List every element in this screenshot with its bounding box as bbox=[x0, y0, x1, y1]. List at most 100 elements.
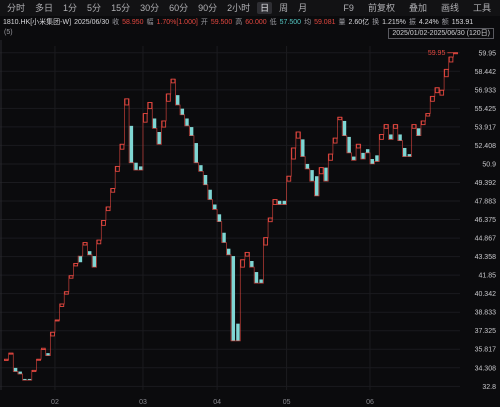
tools-button[interactable]: 工具 bbox=[472, 3, 491, 13]
tab-15min[interactable]: 15分 bbox=[111, 3, 131, 13]
tab-30min[interactable]: 30分 bbox=[140, 3, 160, 13]
down-box bbox=[314, 176, 319, 196]
up-box bbox=[96, 239, 102, 245]
down-box bbox=[407, 154, 412, 157]
tab-day[interactable]: 日 bbox=[257, 2, 273, 14]
down-box bbox=[416, 128, 421, 136]
open-label: 开 bbox=[200, 19, 208, 26]
up-box bbox=[328, 153, 333, 161]
avg-value: 59.081 bbox=[314, 18, 336, 26]
turnover-label: 换 bbox=[372, 19, 380, 26]
down-box bbox=[138, 166, 143, 171]
up-box bbox=[110, 188, 116, 193]
y-tick-label: 40.342 bbox=[475, 291, 497, 298]
down-box bbox=[176, 95, 180, 105]
tab-2hour[interactable]: 2小时 bbox=[227, 3, 251, 13]
draw-line-button[interactable]: 画线 bbox=[440, 3, 459, 13]
down-box bbox=[301, 139, 305, 157]
overlay-button[interactable]: 叠加 bbox=[408, 3, 427, 13]
down-box bbox=[87, 251, 92, 255]
volume-label: 量 bbox=[338, 19, 346, 26]
quote-bar: 1810.HK[小米集团-W] 2025/06/30 收 58.950 幅 1.70… bbox=[0, 16, 500, 28]
amount-value: 153.91 bbox=[451, 18, 474, 26]
up-box bbox=[420, 120, 426, 126]
tab-intraday[interactable]: 分时 bbox=[7, 3, 26, 13]
price-step-line bbox=[4, 52, 458, 381]
volume-value: 2.60亿 bbox=[348, 19, 370, 26]
up-box bbox=[143, 113, 148, 123]
down-box bbox=[259, 279, 263, 284]
down-box bbox=[250, 261, 254, 268]
down-box bbox=[236, 323, 240, 341]
up-box bbox=[82, 242, 88, 246]
price-chart[interactable]: 32.8 34.308 35.817 37.325 38.833 40.342 41.85 4… bbox=[0, 40, 500, 407]
up-box bbox=[170, 78, 176, 84]
y-tick-label: 37.325 bbox=[475, 328, 497, 335]
up-box bbox=[425, 113, 431, 117]
y-tick-label: 34.308 bbox=[475, 365, 497, 372]
y-tick-label: 44.867 bbox=[475, 236, 497, 243]
x-tick-label: 02 bbox=[51, 399, 59, 406]
up-box bbox=[291, 147, 296, 160]
open-value: 59.500 bbox=[210, 18, 233, 26]
y-tick-label: 35.817 bbox=[475, 347, 497, 354]
down-box bbox=[365, 149, 370, 153]
x-tick-label: 04 bbox=[213, 399, 221, 406]
y-tick-label: 46.375 bbox=[475, 217, 497, 224]
up-box bbox=[124, 98, 130, 106]
down-box bbox=[361, 152, 365, 160]
down-box bbox=[129, 125, 134, 163]
up-box bbox=[240, 259, 245, 268]
y-tick-label: 47.883 bbox=[475, 199, 497, 206]
toolbar-right-group: F9 前复权 叠加 画线 工具 bbox=[332, 0, 494, 16]
down-box bbox=[189, 127, 194, 136]
y-tick-label: 52.408 bbox=[475, 143, 497, 150]
max-price-label: 59.95 bbox=[428, 50, 446, 57]
price-chart-svg: 32.8 34.308 35.817 37.325 38.833 40.342 41.85 4… bbox=[0, 40, 497, 406]
down-box bbox=[23, 378, 27, 381]
tab-multi-day[interactable]: 多日 bbox=[35, 3, 54, 13]
period-toolbar: 分时 多日 1分 5分 15分 30分 60分 90分 2小时 日 周 月 F9… bbox=[0, 0, 500, 16]
up-box bbox=[430, 95, 435, 102]
up-box bbox=[439, 89, 445, 96]
tab-week[interactable]: 周 bbox=[279, 3, 289, 13]
down-box bbox=[92, 256, 97, 268]
quote-date: 2025/06/30 bbox=[74, 18, 110, 26]
down-box bbox=[208, 189, 212, 200]
up-box bbox=[272, 199, 278, 205]
down-box bbox=[226, 248, 231, 255]
down-box bbox=[134, 162, 138, 171]
up-box bbox=[59, 303, 65, 307]
down-box bbox=[157, 132, 161, 145]
y-tick-label: 56.933 bbox=[475, 87, 497, 94]
down-box bbox=[342, 120, 347, 136]
tab-5min[interactable]: 5分 bbox=[87, 3, 102, 13]
amplitude-label: 振 bbox=[408, 19, 416, 26]
y-tick-label: 59.95 bbox=[478, 50, 496, 57]
stock-symbol: 1810.HK[小米集团-W] bbox=[3, 19, 72, 26]
low-label: 低 bbox=[269, 19, 277, 26]
high-label: 高 bbox=[235, 19, 243, 26]
tab-month[interactable]: 月 bbox=[298, 3, 308, 13]
down-box bbox=[352, 156, 356, 161]
down-box bbox=[78, 256, 83, 263]
down-box bbox=[254, 272, 259, 284]
date-range-selector[interactable]: 2025/01/02-2025/06/30 (120日) bbox=[388, 28, 494, 39]
tab-1min[interactable]: 1分 bbox=[63, 3, 78, 13]
tab-60min[interactable]: 60分 bbox=[169, 3, 189, 13]
down-box bbox=[203, 175, 208, 185]
forward-adjust-button[interactable]: 前复权 bbox=[367, 3, 395, 13]
up-box bbox=[319, 167, 324, 175]
down-box bbox=[277, 200, 282, 205]
tab-90min[interactable]: 90分 bbox=[198, 3, 218, 13]
f9-button[interactable]: F9 bbox=[343, 3, 354, 13]
down-box bbox=[18, 371, 22, 375]
avg-label: 均 bbox=[304, 19, 312, 26]
x-tick-label: 03 bbox=[139, 399, 147, 406]
down-box bbox=[46, 353, 50, 356]
down-box bbox=[199, 165, 203, 172]
amplitude-value: 4.24% bbox=[418, 18, 439, 26]
down-box bbox=[324, 167, 328, 182]
y-tick-label: 38.833 bbox=[475, 310, 497, 317]
high-value: 60.000 bbox=[245, 18, 267, 26]
